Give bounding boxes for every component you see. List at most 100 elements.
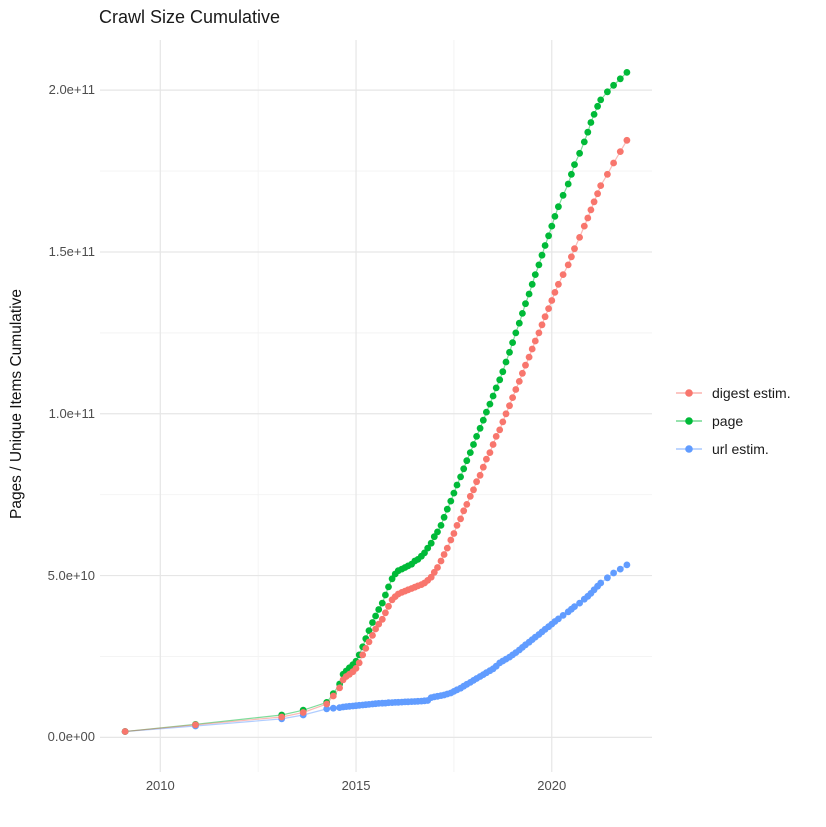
data-point <box>576 149 583 157</box>
data-point <box>385 583 392 591</box>
data-point <box>437 522 445 529</box>
data-point <box>571 161 578 169</box>
data-point <box>323 705 331 713</box>
data-point <box>496 376 504 384</box>
data-point <box>568 170 575 178</box>
data-point <box>604 88 611 96</box>
data-point <box>531 271 539 278</box>
data-point <box>551 213 559 220</box>
data-point <box>512 329 520 337</box>
data-point <box>421 549 428 557</box>
data-point <box>522 300 529 308</box>
x-tick-label: 2020 <box>537 778 567 793</box>
data-point <box>525 290 533 298</box>
x-tick-label: 2010 <box>145 778 175 793</box>
data-point <box>555 280 562 288</box>
data-point <box>424 544 432 552</box>
data-point <box>571 603 578 610</box>
data-point <box>369 619 376 626</box>
data-point <box>522 361 529 369</box>
data-point <box>496 426 504 434</box>
data-point <box>541 313 549 321</box>
data-point <box>453 481 461 489</box>
data-point <box>512 386 520 393</box>
data-point <box>489 392 497 400</box>
data-point <box>359 651 367 659</box>
data-point <box>450 530 458 537</box>
legend-item-page: page <box>675 407 791 435</box>
data-point <box>460 507 468 515</box>
data-point <box>545 232 552 240</box>
data-point <box>610 81 617 89</box>
data-point <box>502 358 510 366</box>
data-point <box>580 138 588 146</box>
data-point <box>372 625 379 633</box>
data-point <box>623 69 631 76</box>
data-point <box>492 384 500 392</box>
data-point <box>580 222 588 230</box>
data-point <box>548 297 556 304</box>
data-point <box>535 329 543 337</box>
data-point <box>483 455 490 463</box>
data-point <box>535 261 543 269</box>
data-point <box>382 609 389 617</box>
data-point <box>434 564 441 571</box>
data-point <box>506 348 513 356</box>
data-point <box>362 645 370 652</box>
data-point <box>479 463 487 471</box>
data-point <box>375 606 383 613</box>
y-axis-title: Pages / Unique Items Cumulative <box>8 288 25 520</box>
data-point <box>369 632 376 639</box>
data-point <box>594 102 601 110</box>
data-point <box>515 319 523 327</box>
data-point <box>329 692 337 700</box>
y-tick-label: 1.0e+11 <box>48 405 95 421</box>
data-point <box>470 486 477 494</box>
data-point <box>457 515 464 523</box>
data-point <box>509 339 516 346</box>
data-point <box>483 408 490 416</box>
data-point <box>538 321 546 329</box>
legend-label: page <box>712 413 744 429</box>
legend-item-url-estim-: url estim. <box>675 435 791 463</box>
data-point <box>519 310 526 317</box>
data-point <box>382 591 389 599</box>
data-point <box>466 492 474 500</box>
data-point <box>559 612 567 619</box>
data-point <box>323 700 331 708</box>
data-point <box>440 551 448 558</box>
data-point <box>299 709 307 716</box>
data-point <box>470 441 477 448</box>
data-point <box>610 159 617 167</box>
data-point <box>463 501 471 508</box>
data-point <box>594 190 601 198</box>
data-point <box>576 234 583 241</box>
data-point <box>564 261 572 269</box>
data-point <box>121 728 129 735</box>
data-point <box>623 136 631 144</box>
data-point <box>541 242 549 249</box>
data-point <box>616 148 624 156</box>
y-tick-label: 0.0e+00 <box>47 729 95 745</box>
data-point <box>555 203 562 211</box>
data-point <box>597 182 605 190</box>
data-point <box>528 280 536 288</box>
data-point <box>499 418 507 426</box>
data-point <box>329 704 337 712</box>
data-point <box>476 424 484 432</box>
data-point <box>427 573 435 581</box>
data-point <box>525 353 533 361</box>
data-point <box>604 574 611 582</box>
data-point <box>440 513 448 521</box>
data-point <box>528 345 536 353</box>
data-point <box>427 539 435 547</box>
data-point <box>597 96 605 104</box>
data-point <box>378 599 386 607</box>
data-point <box>378 615 386 623</box>
data-point <box>610 569 617 577</box>
data-point <box>492 433 500 440</box>
data-point <box>372 612 379 620</box>
data-point <box>587 206 595 214</box>
